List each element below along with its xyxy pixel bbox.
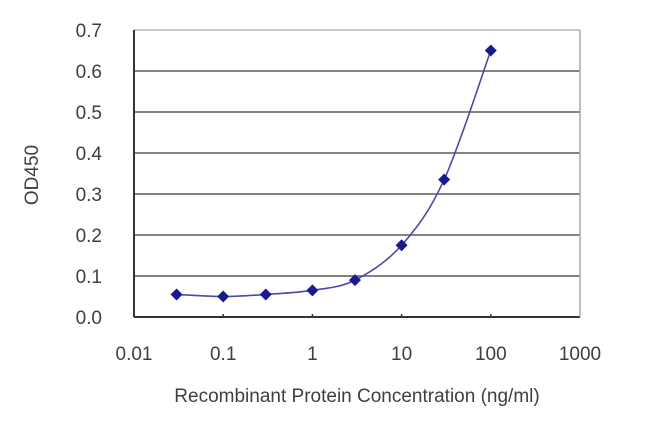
data-point-diamond-icon xyxy=(217,290,230,303)
x-tick-label: 1 xyxy=(307,344,318,365)
data-point-diamond-icon xyxy=(259,288,272,301)
data-point-diamond-icon xyxy=(348,274,361,287)
y-tick-label: 0.1 xyxy=(76,267,102,288)
data-point-diamond-icon xyxy=(395,239,408,252)
y-tick-label: 0.5 xyxy=(76,103,102,124)
y-axis-title: OD450 xyxy=(22,145,43,205)
x-axis-ticks: 0.01 0.1 1 10 100 1000 xyxy=(116,314,601,365)
x-tick-label: 0.01 xyxy=(116,344,153,365)
gridlines xyxy=(134,29,580,277)
y-tick-label: 0.0 xyxy=(76,308,102,329)
y-tick-label: 0.7 xyxy=(76,21,102,42)
y-tick-label: 0.3 xyxy=(76,185,102,206)
y-tick-label: 0.2 xyxy=(76,226,102,247)
data-point-diamond-icon xyxy=(438,173,451,186)
data-point-diamond-icon xyxy=(484,44,497,57)
data-point-diamond-icon xyxy=(306,284,319,297)
x-axis-title: Recombinant Protein Concentration (ng/ml… xyxy=(174,386,539,407)
y-tick-label: 0.4 xyxy=(76,144,103,165)
plot-frame xyxy=(133,30,581,318)
x-tick-label: 100 xyxy=(475,344,507,365)
x-tick-label: 10 xyxy=(391,344,412,365)
series-line xyxy=(176,50,492,298)
x-tick-label: 0.1 xyxy=(210,344,236,365)
data-point-diamond-icon xyxy=(170,288,183,301)
x-tick-label: 1000 xyxy=(559,344,601,365)
y-tick-label: 0.6 xyxy=(76,62,102,83)
data-series xyxy=(170,44,497,303)
y-axis-ticks: 0.0 0.1 0.2 0.3 0.4 0.5 0.6 0.7 xyxy=(76,21,103,329)
